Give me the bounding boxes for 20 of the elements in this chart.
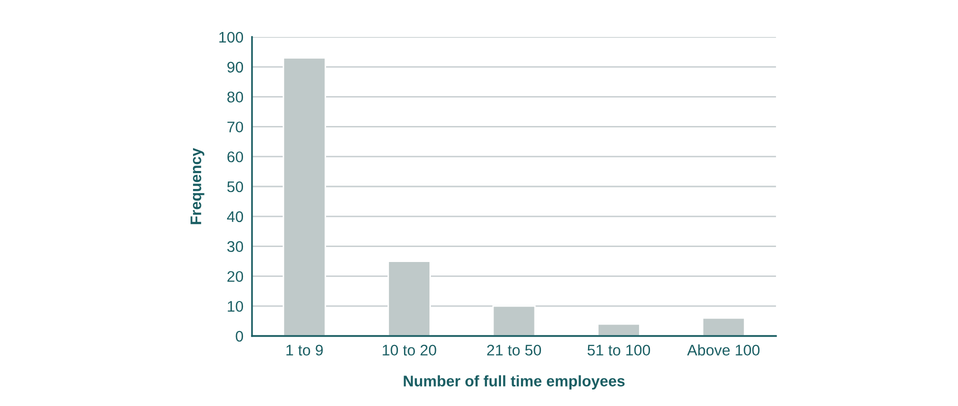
y-tick-label: 60 — [227, 151, 244, 162]
y-tick-label: 10 — [228, 300, 244, 312]
x-tick-label: 1 to 9 — [286, 344, 323, 356]
x-tick-label: 10 to 20 — [382, 344, 436, 356]
x-tick-label: 51 to 100 — [588, 344, 650, 356]
y-tick-label: 50 — [227, 181, 244, 192]
bar — [702, 317, 746, 336]
y-tick-label: 20 — [227, 271, 244, 282]
x-axis-title: Number of full time employees — [404, 375, 625, 390]
y-tick-label: 0 — [236, 330, 244, 342]
bar — [597, 323, 640, 336]
y-tick-label: 100 — [219, 32, 244, 43]
y-axis-title: Frequency — [190, 148, 204, 224]
y-tick-label: 30 — [227, 241, 244, 252]
x-tick-label: Above 100 — [687, 344, 760, 356]
x-tick-label: 21 to 50 — [487, 344, 542, 356]
y-tick-label: 40 — [227, 211, 244, 222]
y-tick-label: 80 — [227, 92, 244, 102]
y-tick-label: 90 — [227, 62, 244, 73]
y-tick-label: 70 — [227, 122, 244, 132]
